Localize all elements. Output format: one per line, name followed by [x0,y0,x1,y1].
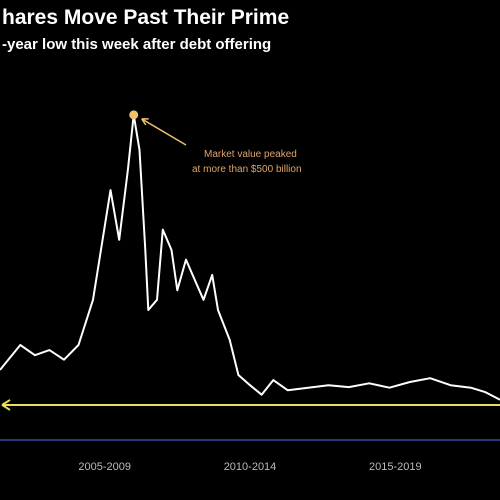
x-tick-label: 2015-2019 [369,461,422,473]
x-tick-label: 2005-2009 [78,461,131,473]
x-tick-label: 2010-2014 [224,461,277,473]
annotation-arrow [141,118,187,146]
annotation: Market value peaked [204,149,297,160]
chart-subtitle: -year low this week after debt offering [2,36,271,53]
chart-title: hares Move Past Their Prime [2,6,289,29]
price-line [0,113,500,401]
annotation: at more than $500 billion [192,164,302,175]
peak-marker [129,110,139,120]
reference-arrow [1,399,11,411]
